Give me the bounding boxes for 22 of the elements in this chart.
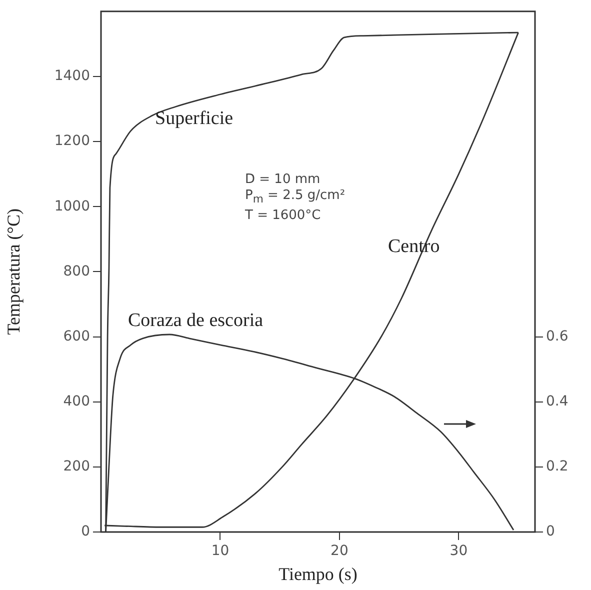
annotation: Coraza de escoria xyxy=(128,310,264,332)
y-tick-label: 1000 xyxy=(54,198,90,214)
x-axis-title: Tiempo (s) xyxy=(278,564,358,584)
y-tick-label: 400 xyxy=(63,393,90,410)
annotation: Superficie xyxy=(155,108,234,130)
y2-tick-label: 0.2 xyxy=(546,458,568,475)
y-tick-label: 600 xyxy=(63,328,90,344)
y-axis-title: Temperatura (°C) xyxy=(4,208,24,335)
x-tick-label: 20 xyxy=(330,543,348,560)
y-tick-label: 800 xyxy=(63,263,90,280)
y2-tick-label: 0.6 xyxy=(546,328,568,344)
annotation: D = 10 mm xyxy=(245,172,322,188)
annotation: T = 1600°C xyxy=(245,208,322,224)
x-tick-label: 10 xyxy=(211,543,230,560)
annotation: P$_{m}$ = 2.5 g/cm² xyxy=(245,188,346,208)
y2-tick-label: 0 xyxy=(546,524,555,540)
y-tick-label: 200 xyxy=(63,458,90,475)
y2-tick-label: 0.4 xyxy=(546,393,568,410)
x-tick-label: 30 xyxy=(450,543,468,560)
y-tick-label: 0 xyxy=(81,524,90,540)
y-tick-label: 1400 xyxy=(54,68,90,84)
y-tick-label: 1200 xyxy=(54,133,90,150)
